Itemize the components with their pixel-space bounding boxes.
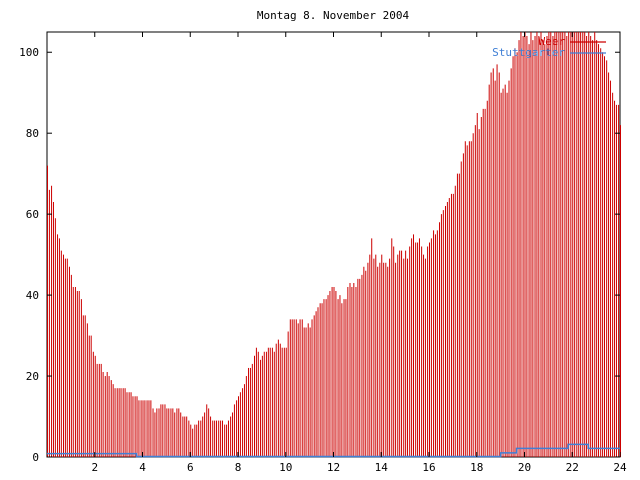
series-stuttgarter-line (47, 443, 620, 458)
x-tick-label-0: 2 (91, 461, 98, 474)
x-tick-label-6: 14 (375, 461, 389, 474)
x-tick-label-7: 16 (422, 461, 435, 474)
y-tick-label-0: 0 (32, 451, 39, 464)
x-tick-label-1: 4 (139, 461, 146, 474)
chart-title: Montag 8. November 2004 (257, 9, 410, 22)
x-tick-label-11: 24 (613, 461, 627, 474)
x-tick-label-8: 18 (470, 461, 483, 474)
x-tick-label-9: 20 (518, 461, 531, 474)
y-tick-label-5: 100 (19, 46, 39, 59)
series-layer (47, 32, 621, 458)
legend-label-1: Stuttgarter (492, 46, 565, 59)
y-tick-label-4: 80 (26, 127, 39, 140)
x-tick-label-5: 12 (327, 461, 340, 474)
x-tick-label-10: 22 (566, 461, 579, 474)
y-tick-label-1: 20 (26, 370, 39, 383)
x-tick-label-4: 10 (279, 461, 292, 474)
legend-label-0: Weer (539, 35, 566, 48)
x-tick-label-3: 8 (235, 461, 242, 474)
series-weer (47, 32, 621, 457)
y-tick-label-3: 60 (26, 208, 39, 221)
y-tick-label-2: 40 (26, 289, 39, 302)
x-tick-label-2: 6 (187, 461, 194, 474)
